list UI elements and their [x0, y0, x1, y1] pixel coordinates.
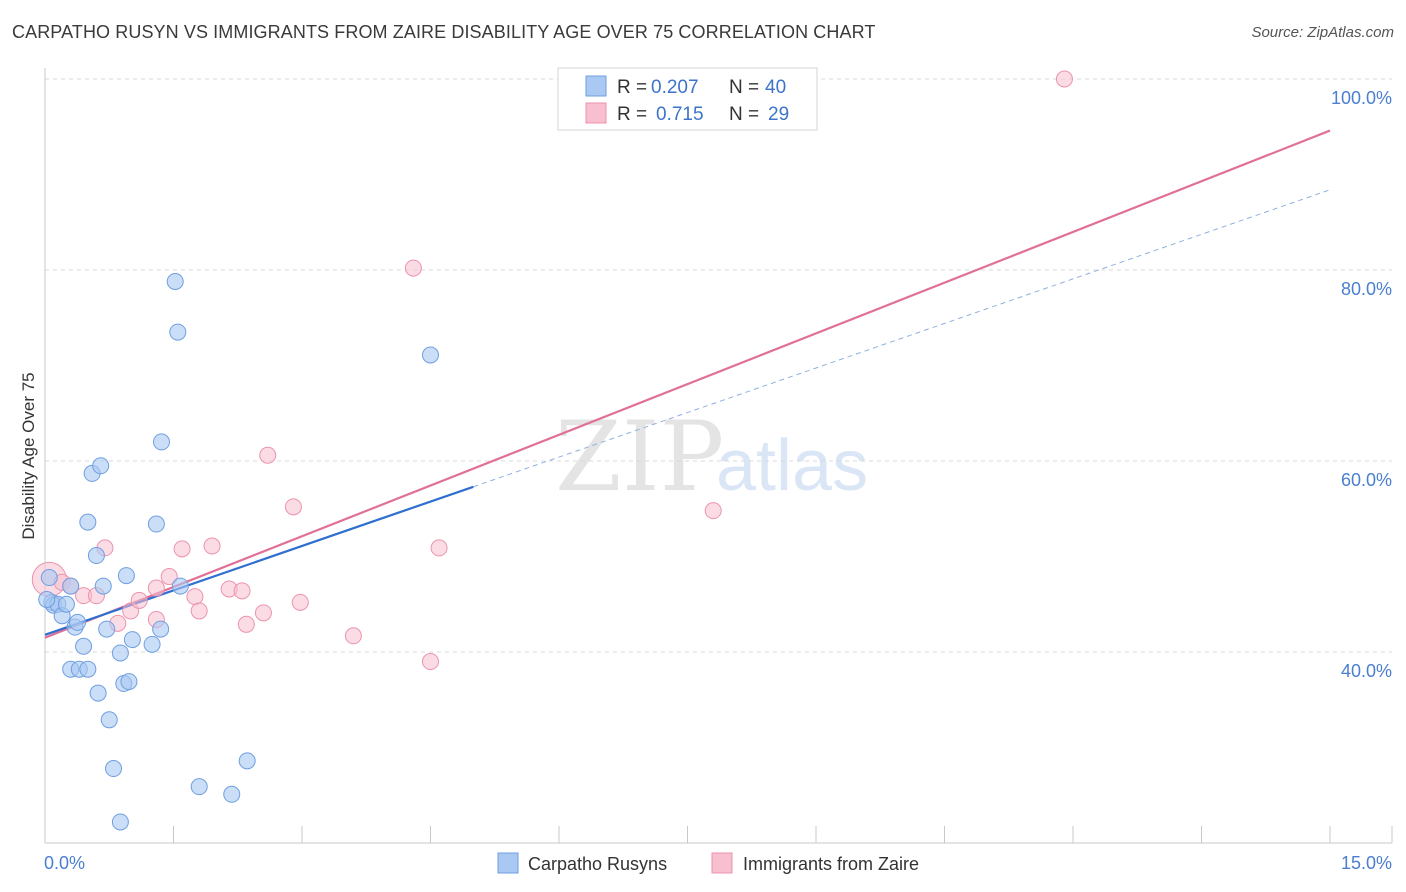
series-carpatho-rusyns — [38, 272, 439, 831]
point-carpatho-rusyns — [40, 569, 58, 587]
point-carpatho-rusyns — [120, 673, 138, 691]
point-immigrants-from-zaire — [259, 446, 277, 464]
point-carpatho-rusyns — [87, 547, 105, 565]
point-immigrants-from-zaire — [233, 582, 251, 600]
point-carpatho-rusyns — [171, 577, 189, 595]
point-immigrants-from-zaire — [284, 498, 302, 516]
point-immigrants-from-zaire — [422, 653, 439, 671]
point-immigrants-from-zaire — [203, 537, 221, 555]
point-carpatho-rusyns — [100, 711, 118, 729]
source-label: Source: ZipAtlas.com — [1251, 24, 1394, 41]
legend-swatch-pink — [585, 102, 607, 124]
point-immigrants-from-zaire — [404, 259, 422, 277]
point-carpatho-rusyns — [57, 595, 75, 613]
bottom-legend-swatch-blue — [497, 852, 519, 874]
point-carpatho-rusyns — [147, 515, 165, 533]
point-carpatho-rusyns — [190, 778, 208, 796]
point-carpatho-rusyns — [111, 813, 129, 831]
legend-r-label-pink: R = — [617, 104, 647, 125]
point-carpatho-rusyns — [169, 323, 187, 341]
y-tick-label-60: 60.0% — [1341, 470, 1392, 490]
y-axis-title: Disability Age Over 75 — [19, 372, 38, 539]
point-immigrants-from-zaire — [254, 604, 272, 622]
legend-n-label-pink: N = — [729, 104, 759, 125]
point-carpatho-rusyns — [62, 577, 80, 595]
y-tick-label-100: 100.0% — [1331, 88, 1392, 108]
trendline-immigrants-from-zaire — [44, 129, 1331, 639]
point-carpatho-rusyns — [38, 590, 56, 608]
watermark-atlas: atlas — [716, 426, 868, 506]
point-carpatho-rusyns — [111, 644, 129, 662]
legend-r-value-blue: 0.207 — [651, 77, 699, 98]
legend-n-value-pink: 29 — [768, 104, 789, 125]
point-carpatho-rusyns — [422, 346, 439, 364]
bottom-legend-label-pink: Immigrants from Zaire — [743, 854, 919, 874]
point-immigrants-from-zaire — [160, 568, 178, 586]
point-carpatho-rusyns — [98, 620, 116, 638]
y-tick-labels: 40.0% 60.0% 80.0% 100.0% — [1331, 88, 1392, 681]
series-legend: Carpatho Rusyns Immigrants from Zaire — [497, 852, 919, 874]
point-carpatho-rusyns — [238, 752, 256, 770]
point-immigrants-from-zaire — [704, 502, 722, 520]
point-immigrants-from-zaire — [186, 588, 204, 606]
point-carpatho-rusyns — [69, 613, 87, 631]
point-carpatho-rusyns — [92, 457, 110, 475]
point-immigrants-from-zaire — [173, 540, 191, 558]
point-carpatho-rusyns — [94, 577, 112, 595]
point-carpatho-rusyns — [166, 272, 184, 290]
point-carpatho-rusyns — [75, 637, 93, 655]
legend-r-label-blue: R = — [617, 77, 647, 98]
point-immigrants-from-zaire — [190, 602, 208, 620]
y-tick-label-40: 40.0% — [1341, 661, 1392, 681]
point-immigrants-from-zaire — [430, 539, 448, 557]
x-tick-label-max: 15.0% — [1341, 853, 1392, 873]
point-carpatho-rusyns — [143, 635, 161, 653]
point-immigrants-from-zaire — [1055, 70, 1073, 88]
trendlines — [44, 129, 1331, 639]
bottom-legend-label-blue: Carpatho Rusyns — [528, 854, 667, 874]
x-tick-label-min: 0.0% — [44, 853, 85, 873]
point-immigrants-from-zaire — [130, 591, 148, 609]
point-carpatho-rusyns — [117, 567, 135, 585]
watermark: ZIP atlas — [555, 401, 868, 513]
axes — [44, 68, 1393, 844]
chart-title: CARPATHO RUSYN VS IMMIGRANTS FROM ZAIRE … — [12, 22, 876, 42]
watermark-zip: ZIP — [555, 401, 724, 513]
legend-n-label-blue: N = — [729, 77, 759, 98]
point-carpatho-rusyns — [152, 620, 170, 638]
trendline-carpatho-rusyns-extension — [473, 189, 1331, 488]
point-carpatho-rusyns — [79, 513, 97, 531]
point-carpatho-rusyns — [223, 785, 241, 803]
y-tick-label-80: 80.0% — [1341, 279, 1392, 299]
point-immigrants-from-zaire — [291, 593, 309, 611]
point-carpatho-rusyns — [105, 760, 123, 778]
point-carpatho-rusyns — [153, 433, 171, 451]
correlation-legend: R = 0.207 N = 40 R = 0.715 N = 29 — [557, 67, 818, 131]
legend-swatch-blue — [585, 75, 607, 97]
legend-n-value-blue: 40 — [765, 77, 786, 98]
series-immigrants-from-zaire — [31, 70, 1073, 671]
bottom-legend-swatch-pink — [711, 852, 733, 874]
point-carpatho-rusyns — [89, 684, 107, 702]
point-carpatho-rusyns — [123, 631, 141, 649]
point-immigrants-from-zaire — [237, 615, 255, 633]
point-immigrants-from-zaire — [344, 627, 362, 645]
point-immigrants-from-zaire — [147, 579, 165, 597]
legend-r-value-pink: 0.715 — [656, 104, 704, 125]
trendline-carpatho-rusyns — [44, 485, 474, 636]
point-carpatho-rusyns — [79, 660, 97, 678]
